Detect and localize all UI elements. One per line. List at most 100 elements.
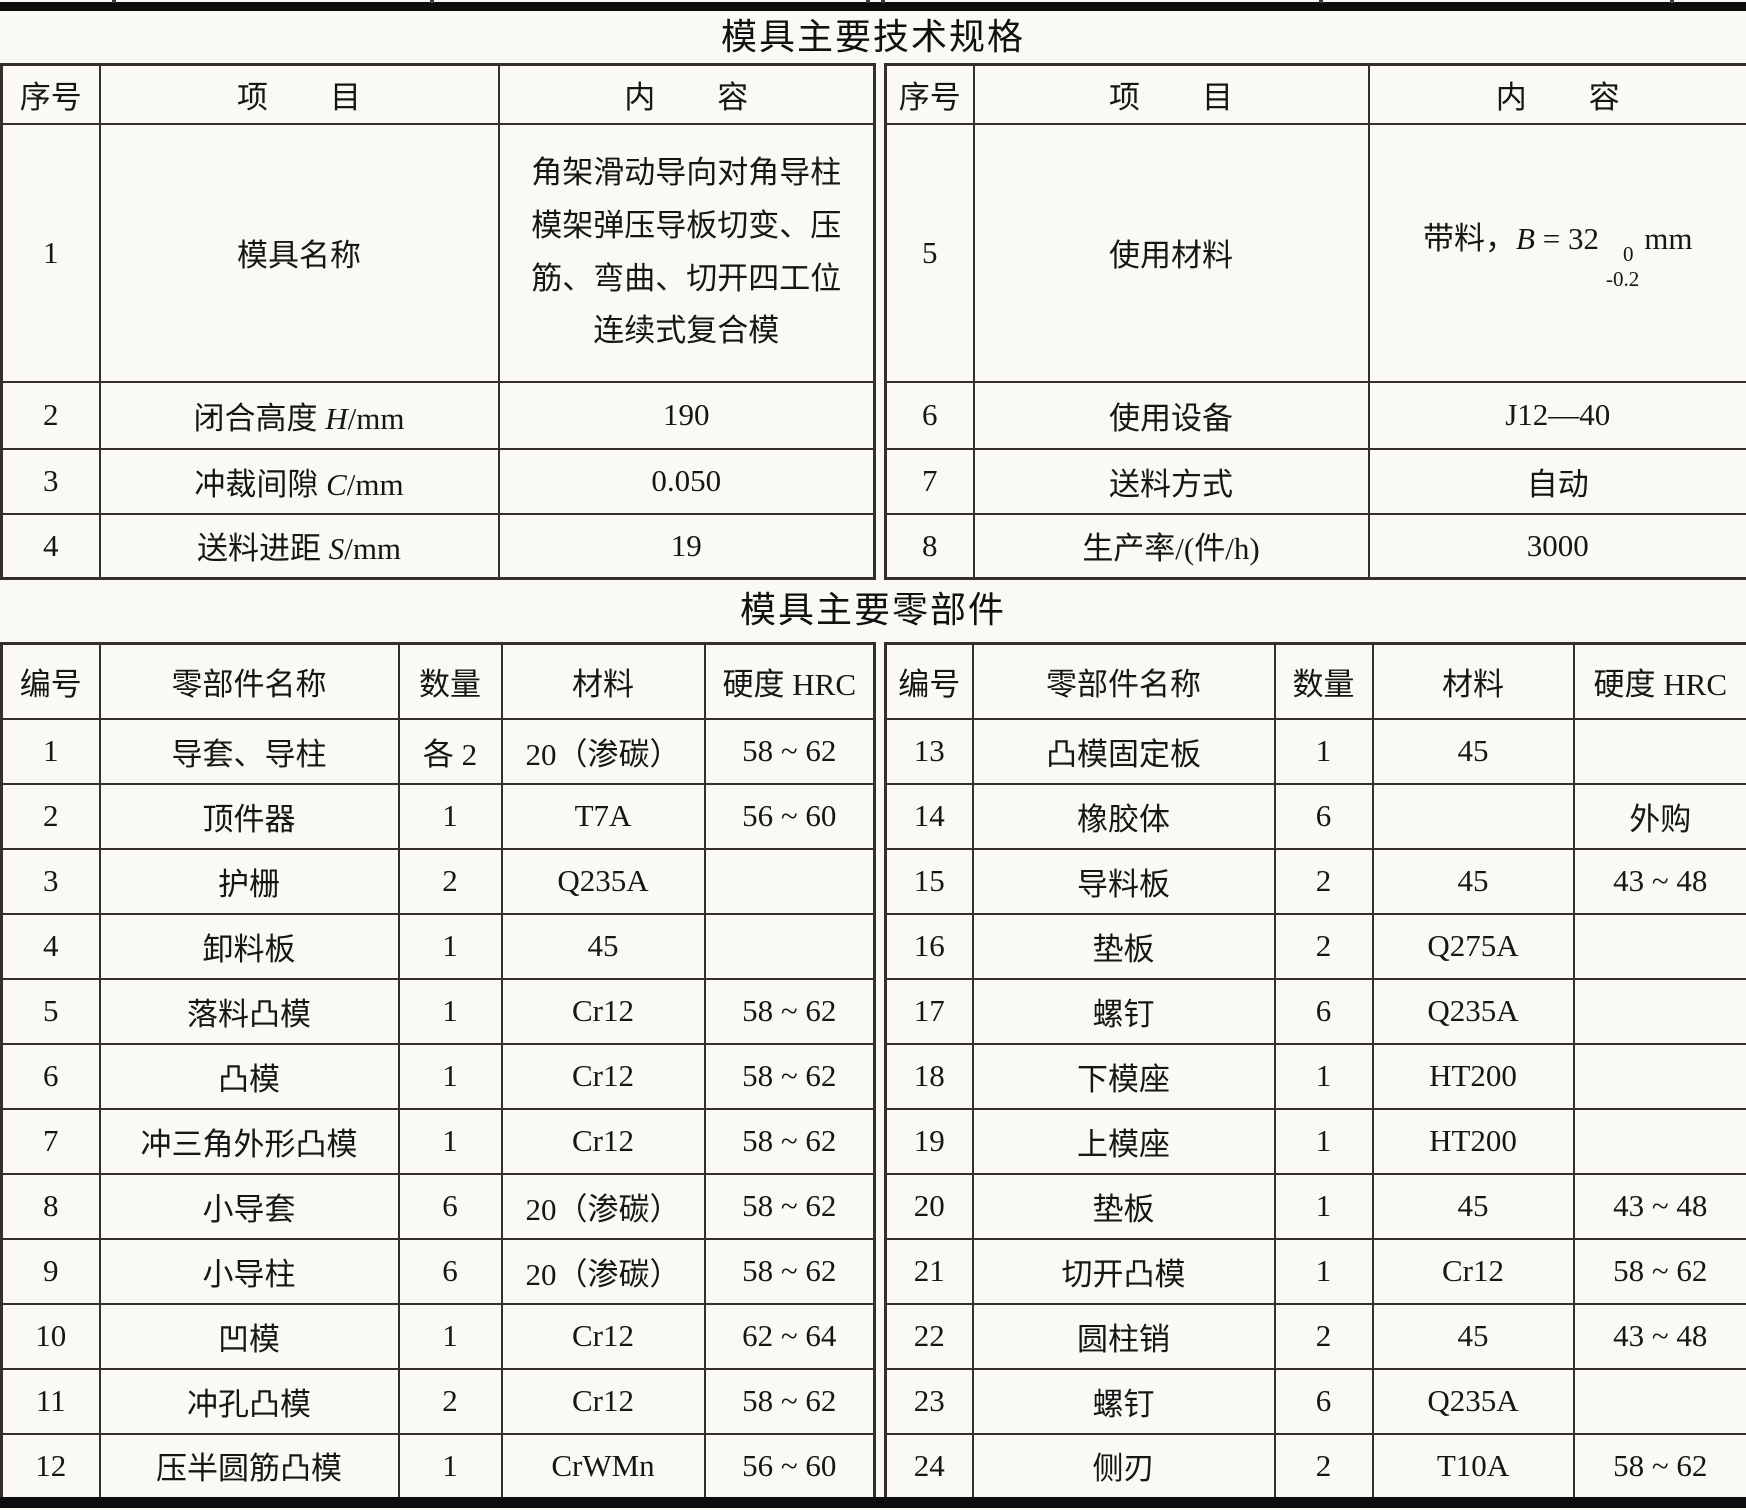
no-cell: 4 [0,912,101,980]
qty-cell: 1 [397,1107,503,1175]
table-row: 15 导料板 2 45 43 ~ 48 [884,847,1746,915]
item-cell: 冲裁间隙 C/mm [98,447,500,515]
table-row: 4 卸料板 1 45 [0,912,876,980]
table-row: 7 送料方式 自动 [884,447,1746,515]
part-name-cell: 下模座 [971,1042,1276,1110]
top-edge-stub [1670,0,1674,3]
no-header: 序号 [884,63,975,125]
hardness-cell [1572,717,1746,785]
no-cell: 11 [0,1367,101,1435]
table-row: 12 压半圆筋凸模 1 CrWMn 56 ~ 60 [0,1432,876,1500]
material-cell: 45 [1371,847,1575,915]
part-name-cell: 顶件器 [98,782,400,850]
item-unit: /mm [347,400,405,436]
hardness-header: 硬度 HRC [1572,642,1746,720]
top-rule [0,2,1746,11]
hardness-cell: 56 ~ 60 [703,782,876,850]
part-name-cell: 螺钉 [971,1367,1276,1435]
table-row: 8 生产率/(件/h) 3000 [884,512,1746,580]
no-cell: 22 [884,1302,974,1370]
table-row: 24 侧刃 2 T10A 58 ~ 62 [884,1432,1746,1500]
material-cell: Q235A [1371,1367,1575,1435]
table-row: 1 模具名称 角架滑动导向对角导柱 模架弹压导板切变、压 筋、弯曲、切开四工位 … [0,122,876,383]
no-cell: 14 [884,782,974,850]
no-cell: 17 [884,977,974,1045]
hardness-cell: 56 ~ 60 [703,1432,876,1500]
hardness-cell: 58 ~ 62 [703,1367,876,1435]
item-variable: C [326,466,347,502]
no-cell: 2 [0,782,101,850]
no-cell: 7 [0,1107,101,1175]
material-cell: 45 [1371,1172,1575,1240]
hardness-cell: 43 ~ 48 [1572,1302,1746,1370]
material-spec-prefix: 带料， [1423,220,1517,256]
table-row: 10 凹模 1 Cr12 62 ~ 64 [0,1302,876,1370]
part-name-cell: 侧刃 [971,1432,1276,1500]
part-name-cell: 垫板 [971,1172,1276,1240]
item-unit: /mm [346,466,404,502]
table-row: 3 护栅 2 Q235A [0,847,876,915]
part-name-cell: 导套、导柱 [98,717,400,785]
table-row: 23 螺钉 6 Q235A [884,1367,1746,1435]
table-row: 18 下模座 1 HT200 [884,1042,1746,1110]
no-cell: 1 [0,122,101,383]
item-variable: S [328,531,345,567]
no-cell: 9 [0,1237,101,1305]
qty-cell: 6 [1273,1367,1374,1435]
parts-table-left: 编号 零部件名称 数量 材料 硬度 HRC 1 导套、导柱各 2 20（渗碳） 58 … [0,642,876,1500]
material-cell: 20（渗碳） [500,717,706,785]
no-cell: 23 [884,1367,974,1435]
table-row: 9 小导柱 6 20（渗碳） 58 ~ 62 [0,1237,876,1305]
qty-cell: 2 [1273,847,1374,915]
item-unit: /mm [344,531,402,567]
qty-cell: 2 [397,1367,503,1435]
qty-cell: 1 [1273,717,1374,785]
material-cell: Cr12 [500,1302,706,1370]
material-cell: 45 [1371,1302,1575,1370]
hardness-cell: 62 ~ 64 [703,1302,876,1370]
content-cell: 19 [497,512,876,580]
part-name-header: 零部件名称 [98,642,400,720]
content-cell: 190 [497,380,876,450]
part-name-cell: 圆柱销 [971,1302,1276,1370]
no-header: 编号 [0,642,101,720]
table-row: 4 送料进距 S/mm 19 [0,512,876,580]
bottom-rule [0,1497,1746,1508]
qty-cell: 6 [1273,782,1374,850]
material-spec-equals: = 32 [1534,220,1599,256]
no-cell: 13 [884,717,974,785]
tolerance-stack: 0 -0.2 [1606,242,1639,292]
top-edge-stub [1319,0,1323,3]
table-row: 20 垫板 1 45 43 ~ 48 [884,1172,1746,1240]
table-row: 2 闭合高度 H/mm 190 [0,380,876,450]
table-row: 21 切开凸模 1 Cr12 58 ~ 62 [884,1237,1746,1305]
material-cell: 45 [500,912,706,980]
specs-table-caption: 模具主要技术规格 [720,17,1025,57]
hardness-cell [703,912,876,980]
material-cell: CrWMn [500,1432,706,1500]
qty-header: 数量 [1273,642,1374,720]
part-name-cell: 上模座 [971,1107,1276,1175]
content-header: 内 容 [497,63,876,125]
qty-cell: 1 [397,1042,503,1110]
top-edge-stub [430,0,434,3]
item-cell: 使用材料 [972,122,1370,383]
specs-table-left: 序号 项 目 内 容 1 模具名称 角架滑动导向对角导柱 模架弹压导板切变、压 … [0,63,876,580]
no-cell: 6 [884,380,975,450]
part-name-cell: 凸模 [98,1042,400,1110]
no-cell: 24 [884,1432,974,1500]
qty-cell: 各 2 [397,717,503,785]
material-cell: Cr12 [500,1107,706,1175]
material-cell: Q235A [500,847,706,915]
table-row: 6 使用设备 J12—40 [884,380,1746,450]
hardness-cell [703,847,876,915]
item-header: 项 目 [972,63,1370,125]
material-cell: 20（渗碳） [500,1237,706,1305]
no-cell: 10 [0,1302,101,1370]
hardness-cell [1572,1042,1746,1110]
material-header: 材料 [1371,642,1575,720]
part-name-cell: 落料凸模 [98,977,400,1045]
part-name-cell: 螺钉 [971,977,1276,1045]
hardness-cell: 58 ~ 62 [1572,1237,1746,1305]
content-cell: 自动 [1367,447,1746,515]
